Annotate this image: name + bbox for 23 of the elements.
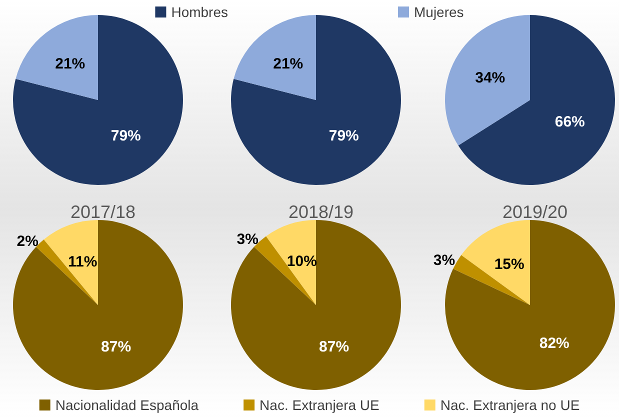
chart-title: 2019/20 (502, 202, 568, 222)
legend-label: Nac. Extranjera no UE (440, 397, 580, 413)
legend-label: Nacionalidad Española (55, 397, 199, 413)
data-label: 34% (475, 70, 506, 87)
data-label: 2% (16, 233, 38, 250)
legend-label: Nac. Extranjera UE (260, 397, 380, 413)
data-label: 66% (554, 113, 585, 130)
data-label: 3% (236, 231, 258, 248)
data-label: 87% (101, 338, 132, 356)
legend-label: Hombres (171, 4, 228, 20)
data-label: 82% (539, 334, 570, 352)
data-label: 21% (273, 56, 304, 73)
data-label: 10% (286, 253, 317, 270)
data-label: 79% (328, 127, 359, 144)
data-label: 21% (55, 56, 86, 73)
data-label: 15% (494, 256, 524, 273)
chart-title: 2017/18 (70, 202, 136, 222)
data-label: 87% (319, 338, 350, 356)
chart-title: 2018/19 (288, 202, 354, 222)
data-label: 79% (110, 127, 141, 144)
data-label: 11% (68, 254, 98, 271)
legend-label: Mujeres (414, 4, 464, 20)
data-label: 3% (433, 252, 456, 270)
